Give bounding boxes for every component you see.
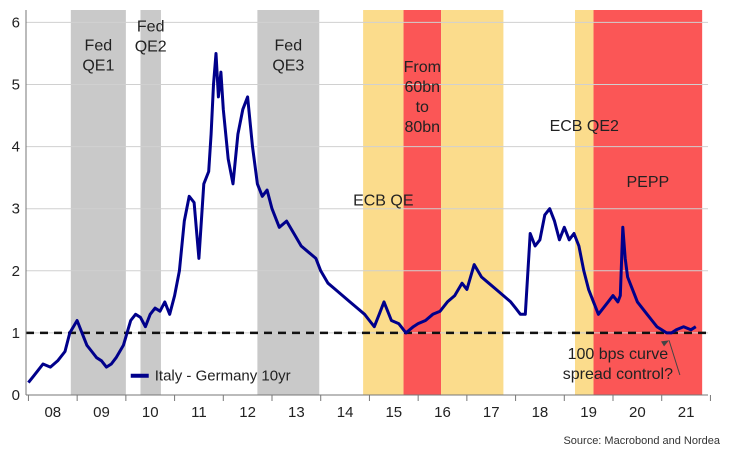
- x-tick-label: 16: [434, 404, 451, 421]
- x-tick-label: 09: [93, 404, 110, 421]
- x-tick-label: 19: [580, 404, 597, 421]
- y-tick-label: 4: [12, 139, 20, 156]
- shaded-period-5: [441, 10, 504, 395]
- shaded-period-3: [363, 10, 404, 395]
- x-tick-label: 10: [142, 404, 159, 421]
- shaded-periods: [70, 10, 703, 395]
- series-group: [27, 52, 697, 384]
- shaded-period-7: [593, 10, 703, 395]
- period-label-4: From 60bn to 80bn: [404, 59, 441, 136]
- x-tick-label: 08: [44, 404, 61, 421]
- x-tick-label: 11: [191, 404, 207, 421]
- x-tick-label: 17: [483, 404, 500, 421]
- annotation: 100 bps curve spread control?: [563, 340, 681, 383]
- y-tick-label: 5: [12, 77, 20, 94]
- period-label-1: Fed QE2: [135, 19, 167, 56]
- annotation-text-0: 100 bps curve spread control?: [563, 346, 673, 383]
- shaded-period-6: [575, 10, 594, 395]
- x-tick-label: 15: [385, 404, 402, 421]
- series-line-0: [27, 52, 697, 384]
- y-tick-label: 3: [12, 201, 20, 218]
- y-tick-label: 2: [12, 263, 20, 280]
- x-tick-label: 14: [337, 404, 354, 421]
- legend: Italy - Germany 10yr: [130, 368, 291, 385]
- annotation-arrow-0: [668, 340, 681, 376]
- y-tick-label: 0: [12, 387, 20, 404]
- shaded-period-2: [257, 10, 320, 395]
- period-label-2: Fed QE3: [272, 37, 304, 74]
- annotation-arrowhead-0: [661, 340, 670, 347]
- y-tick-label: 6: [12, 14, 20, 31]
- shaded-period-1: [140, 10, 161, 395]
- x-tick-label: 12: [239, 404, 256, 421]
- period-labels: Fed QE1 Fed QE2 Fed QE3 ECB QE From 60bn to 80bn EC…: [82, 19, 669, 210]
- y-tick-label: 1: [12, 325, 20, 342]
- x-tick-label: 20: [629, 404, 646, 421]
- x-tick-label: 18: [532, 404, 549, 421]
- source-note: Source: Macrobond and Nordea: [563, 435, 720, 447]
- period-label-3: ECB QE: [353, 193, 413, 210]
- legend-label: Italy - Germany 10yr: [155, 368, 291, 385]
- x-tick-label: 21: [678, 404, 695, 421]
- x-tick-label: 13: [288, 404, 305, 421]
- period-label-0: Fed QE1: [82, 37, 114, 74]
- period-label-7: PEPP: [626, 174, 669, 191]
- period-label-6: ECB QE2: [550, 118, 619, 135]
